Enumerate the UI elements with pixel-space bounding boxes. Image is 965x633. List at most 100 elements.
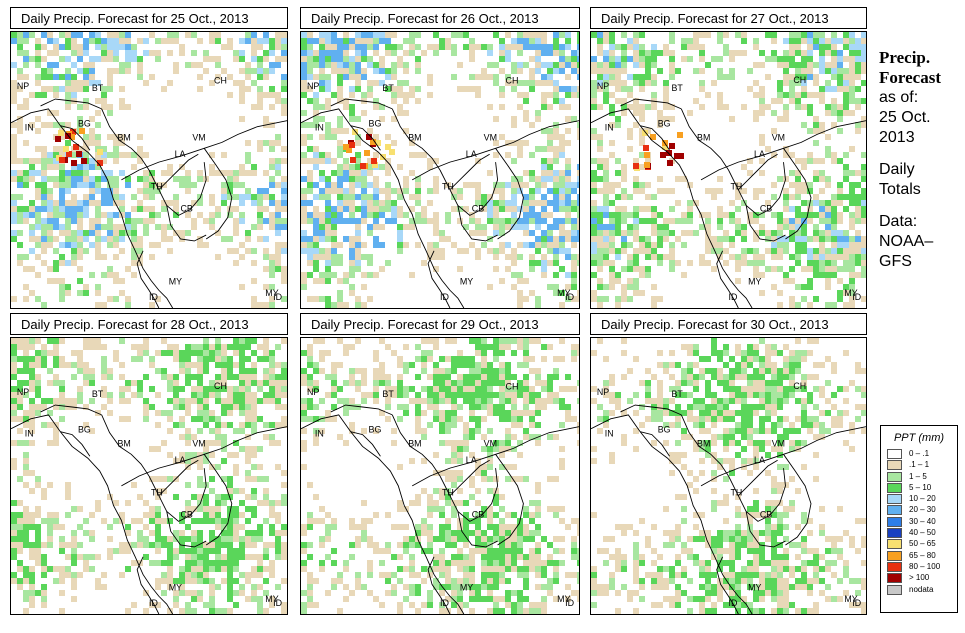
country-label: LA — [175, 455, 186, 465]
side-title-line1: Precip. — [879, 48, 931, 67]
country-label: BM — [117, 132, 130, 142]
legend-label: .1 – 1 — [909, 460, 930, 470]
legend-item: 40 – 50 — [887, 527, 957, 539]
legend-item: 1 – 5 — [887, 471, 957, 482]
side-info: Precip. Forecast as of: 25 Oct. 2013 Dai… — [879, 48, 965, 272]
panel-title: Daily Precip. Forecast for 28 Oct., 2013 — [10, 313, 288, 335]
legend-swatch — [887, 516, 902, 527]
country-label: MY — [748, 582, 761, 592]
country-label: IN — [605, 429, 614, 439]
legend-swatch — [887, 471, 902, 482]
country-label: MY — [460, 276, 473, 286]
data-label: Data: — [879, 213, 918, 230]
country-label: IN — [25, 123, 34, 133]
precip-map: NP BT IN BG BM CH VM LA TH CB MY MY ID ID — [10, 31, 288, 309]
legend-item: 50 – 65 — [887, 538, 957, 550]
country-label: NP — [597, 387, 609, 397]
country-label: MY — [265, 594, 278, 604]
country-label: TH — [442, 488, 454, 498]
country-label: MY — [265, 288, 278, 298]
country-label: BG — [78, 119, 91, 129]
country-label: MY — [169, 276, 182, 286]
panel-title: Daily Precip. Forecast for 25 Oct., 2013 — [10, 7, 288, 29]
country-label: ID — [565, 292, 574, 302]
country-label: BG — [369, 119, 382, 129]
daily-label-line2: Totals — [879, 181, 921, 198]
country-label: BT — [672, 389, 684, 399]
country-label: VM — [192, 438, 205, 448]
country-label: TH — [730, 488, 742, 498]
country-label: CH — [793, 381, 806, 391]
legend-item: 80 – 100 — [887, 561, 957, 572]
country-label: NP — [307, 387, 319, 397]
precip-field — [11, 338, 287, 614]
legend-item: 10 – 20 — [887, 493, 957, 505]
country-label: LA — [754, 455, 765, 465]
country-label: BM — [697, 132, 710, 142]
legend-swatch — [887, 482, 902, 493]
legend-swatch — [887, 528, 902, 539]
country-label: CH — [214, 75, 227, 85]
country-label: BM — [408, 132, 421, 142]
legend-label: 65 – 80 — [909, 550, 936, 560]
country-label: TH — [151, 182, 163, 192]
legend-label: 50 – 65 — [909, 539, 936, 549]
legend-swatch — [887, 460, 902, 471]
precip-map: NP BT IN BG BM CH VM LA TH CB MY MY ID ID — [10, 337, 288, 615]
panel-title: Daily Precip. Forecast for 30 Oct., 2013 — [590, 313, 867, 335]
country-label: BG — [369, 425, 382, 435]
precip-field — [301, 338, 579, 614]
legend-item: 20 – 30 — [887, 504, 957, 516]
country-label: BT — [672, 83, 684, 93]
legend-title: PPT (mm) — [893, 432, 945, 444]
country-label: LA — [754, 149, 765, 159]
precip-field — [301, 32, 579, 308]
panel-title: Daily Precip. Forecast for 27 Oct., 2013 — [590, 7, 867, 29]
country-label: MY — [557, 288, 570, 298]
country-label: BM — [697, 438, 710, 448]
country-label: BG — [658, 425, 671, 435]
precip-map: NP BT IN BG BM CH VM LA TH CB MY MY ID ID — [300, 337, 580, 615]
legend-item: 0 – .1 — [887, 448, 957, 459]
country-label: CB — [472, 509, 484, 519]
asof-date-line1: 25 Oct. — [879, 109, 931, 126]
legend-label: 80 – 100 — [909, 561, 941, 571]
country-label: ID — [565, 598, 574, 608]
country-label: CB — [472, 203, 484, 213]
legend-item: 30 – 40 — [887, 516, 957, 527]
country-label: BM — [117, 438, 130, 448]
legend-swatch — [887, 494, 902, 505]
panel-title: Daily Precip. Forecast for 26 Oct., 2013 — [300, 7, 580, 29]
legend-item: 5 – 10 — [887, 482, 957, 493]
legend-swatch — [887, 449, 902, 459]
country-label: CH — [793, 75, 806, 85]
country-label: IN — [315, 429, 324, 439]
legend-item: 65 – 80 — [887, 550, 957, 561]
data-source-line2: GFS — [879, 253, 912, 270]
legend-label: 30 – 40 — [909, 516, 936, 526]
country-label: CH — [506, 381, 519, 391]
country-label: CB — [760, 509, 772, 519]
country-label: BT — [382, 83, 394, 93]
daily-label-line1: Daily — [879, 161, 915, 178]
data-source-line1: NOAA– — [879, 233, 934, 250]
country-label: ID — [440, 598, 449, 608]
legend-swatch — [887, 550, 902, 561]
country-label: IN — [315, 123, 324, 133]
legend-item: > 100 — [887, 572, 957, 584]
country-label: BT — [92, 389, 104, 399]
precip-field — [591, 32, 866, 308]
legend-swatch — [887, 539, 902, 550]
legend-label: 0 – .1 — [909, 449, 930, 458]
country-label: NP — [17, 81, 29, 91]
country-label: MY — [844, 288, 857, 298]
legend-item: .1 – 1 — [887, 459, 957, 471]
country-label: BT — [382, 389, 394, 399]
